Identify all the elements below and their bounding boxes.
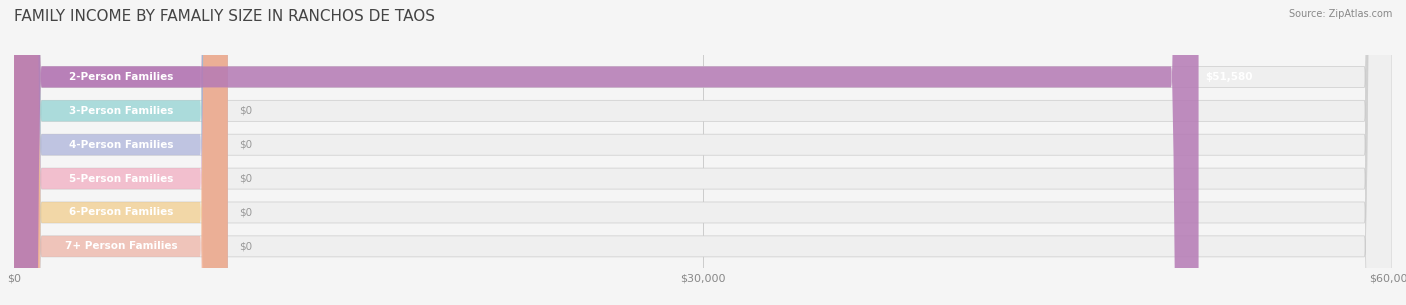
FancyBboxPatch shape (14, 0, 1198, 305)
FancyBboxPatch shape (14, 0, 1392, 305)
FancyBboxPatch shape (14, 0, 1392, 305)
Text: 7+ Person Families: 7+ Person Families (65, 241, 177, 251)
Text: $0: $0 (239, 207, 252, 217)
Text: $0: $0 (239, 174, 252, 184)
Text: 5-Person Families: 5-Person Families (69, 174, 173, 184)
FancyBboxPatch shape (14, 0, 1392, 305)
Text: 2-Person Families: 2-Person Families (69, 72, 173, 82)
Text: $0: $0 (239, 241, 252, 251)
Text: 3-Person Families: 3-Person Families (69, 106, 173, 116)
Text: $0: $0 (239, 140, 252, 150)
FancyBboxPatch shape (14, 0, 228, 305)
FancyBboxPatch shape (14, 0, 1392, 305)
Text: $51,580: $51,580 (1205, 72, 1253, 82)
Text: FAMILY INCOME BY FAMALIY SIZE IN RANCHOS DE TAOS: FAMILY INCOME BY FAMALIY SIZE IN RANCHOS… (14, 9, 434, 24)
FancyBboxPatch shape (14, 0, 228, 305)
FancyBboxPatch shape (14, 0, 228, 305)
FancyBboxPatch shape (14, 0, 1392, 305)
Text: $0: $0 (239, 106, 252, 116)
FancyBboxPatch shape (14, 0, 228, 305)
FancyBboxPatch shape (14, 0, 228, 305)
Text: 4-Person Families: 4-Person Families (69, 140, 173, 150)
Text: Source: ZipAtlas.com: Source: ZipAtlas.com (1288, 9, 1392, 19)
FancyBboxPatch shape (14, 0, 228, 305)
FancyBboxPatch shape (14, 0, 1392, 305)
Text: 6-Person Families: 6-Person Families (69, 207, 173, 217)
